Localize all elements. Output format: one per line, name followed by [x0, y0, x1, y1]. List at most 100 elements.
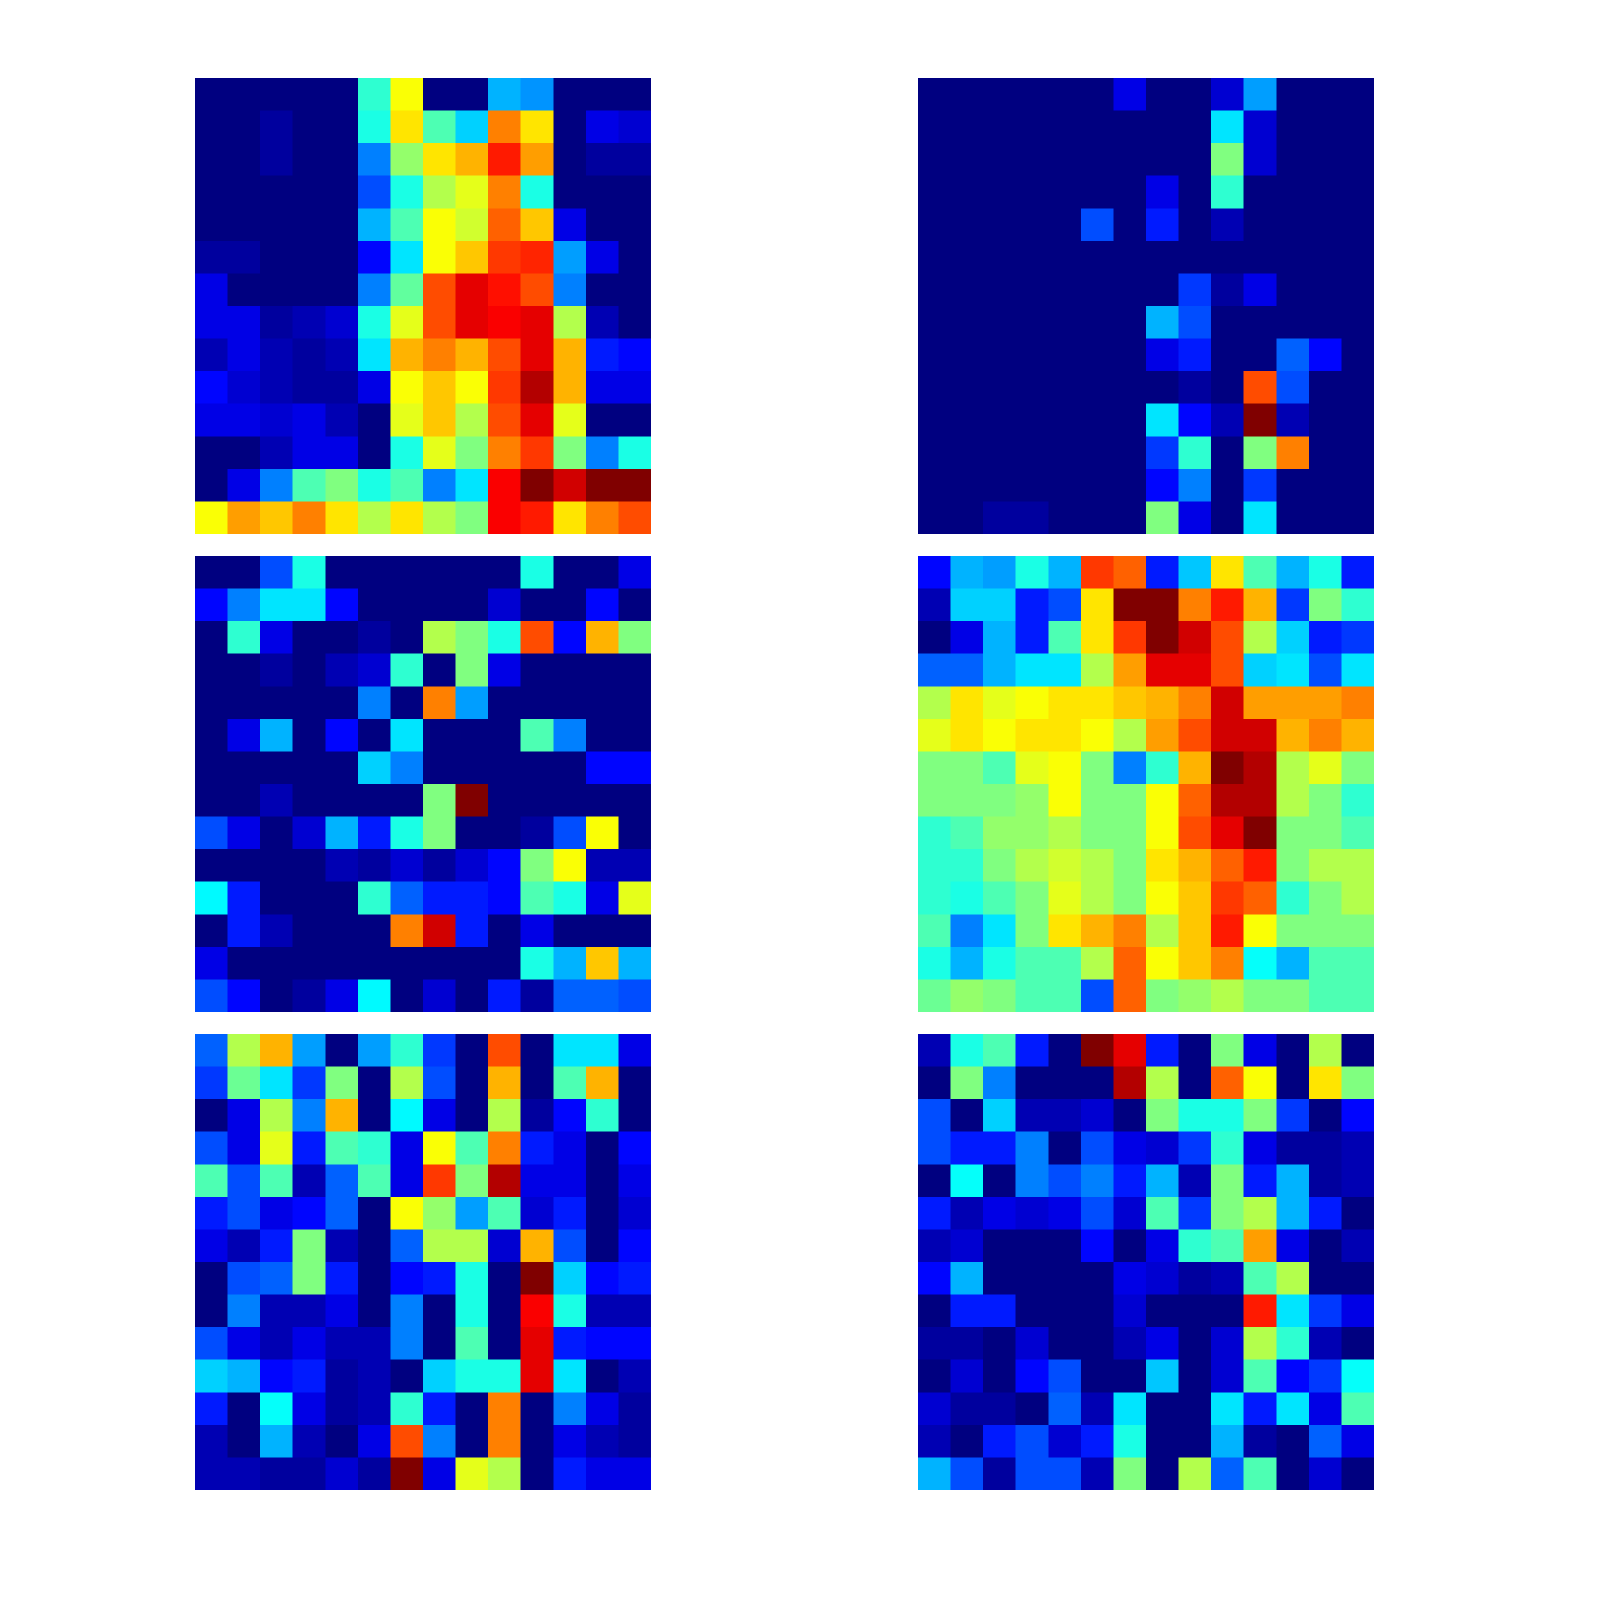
heatmap-cell [1341, 371, 1374, 405]
heatmap-cell [585, 751, 620, 785]
heatmap-cell [292, 306, 326, 340]
heatmap-cell [918, 1229, 952, 1263]
heatmap-cell [325, 621, 359, 655]
heatmap-cell [1080, 1294, 1115, 1328]
heatmap-cell [950, 718, 984, 753]
heatmap-cell [1211, 1457, 1245, 1490]
heatmap-cell [1015, 1392, 1049, 1426]
heatmap-cell [325, 556, 359, 590]
heatmap-cell [553, 588, 587, 622]
heatmap-cell [357, 110, 392, 144]
heatmap-cell [1308, 686, 1343, 720]
heatmap-cell [585, 816, 620, 850]
heatmap-cell [585, 1327, 620, 1361]
heatmap-cell [390, 946, 424, 981]
heatmap-cell [195, 718, 229, 753]
heatmap-cell [918, 501, 952, 534]
heatmap-cell [983, 371, 1017, 405]
heatmap-cell [983, 1327, 1017, 1361]
heatmap-cell [1211, 1099, 1245, 1133]
heatmap-cell [1113, 1066, 1147, 1100]
heatmap-cell [1048, 1066, 1082, 1100]
heatmap-cell [1113, 110, 1147, 144]
heatmap-cell [1178, 175, 1212, 209]
heatmap-cell [950, 78, 984, 112]
heatmap-cell [950, 240, 984, 275]
heatmap-cell [1113, 403, 1147, 437]
heatmap-cell [488, 946, 522, 981]
heatmap-cell [1243, 1294, 1277, 1328]
heatmap-cell [488, 1131, 522, 1165]
heatmap-cell [1048, 240, 1082, 275]
heatmap-cell [1146, 1327, 1180, 1361]
heatmap-cell [1243, 621, 1277, 655]
heatmap-cell [553, 78, 587, 112]
heatmap-cell [1048, 556, 1082, 590]
heatmap-cell [292, 436, 326, 470]
heatmap-cell [918, 1392, 952, 1426]
heatmap-cell [1211, 143, 1245, 177]
heatmap-cell [325, 751, 359, 785]
heatmap-cell [1243, 175, 1277, 209]
heatmap-cell [292, 175, 326, 209]
heatmap-cell [1015, 686, 1049, 720]
heatmap-cell [1146, 436, 1180, 470]
heatmap-cell [488, 468, 522, 503]
heatmap-cell [1341, 78, 1374, 112]
heatmap-cell [950, 208, 984, 242]
heatmap-cell [423, 208, 457, 242]
heatmap-cell [1146, 1294, 1180, 1328]
heatmap-cell [1080, 751, 1115, 785]
heatmap-cell [1113, 556, 1147, 590]
heatmap-cell [227, 143, 261, 177]
heatmap-cell [1178, 1131, 1212, 1165]
heatmap-cell [292, 240, 326, 275]
heatmap-cell [1080, 1196, 1115, 1231]
heatmap-cell [357, 436, 392, 470]
heatmap-cell [1341, 946, 1374, 981]
heatmap-cell [1015, 1294, 1049, 1328]
heatmap-cell [260, 175, 294, 209]
heatmap-cell [357, 881, 392, 915]
heatmap-cell [1341, 338, 1374, 372]
heatmap-cell [1048, 751, 1082, 785]
heatmap-cell [488, 1424, 522, 1459]
heatmap-cell [488, 501, 522, 534]
heatmap-cell [1015, 556, 1049, 590]
heatmap-cell [1146, 849, 1180, 883]
heatmap-cell [1211, 653, 1245, 687]
heatmap-cell [950, 371, 984, 405]
heatmap-cell [1211, 1164, 1245, 1198]
heatmap-cell [553, 1229, 587, 1263]
heatmap-cell [1211, 1131, 1245, 1165]
heatmap-cell [520, 686, 554, 720]
heatmap-cell [423, 1164, 457, 1198]
heatmap-cell [1080, 1457, 1115, 1490]
heatmap-cell [423, 588, 457, 622]
heatmap-cell [585, 110, 620, 144]
heatmap-cell [292, 1392, 326, 1426]
heatmap-cell [325, 784, 359, 818]
heatmap-cell [983, 143, 1017, 177]
heatmap-cell [423, 175, 457, 209]
heatmap-cell [553, 784, 587, 818]
heatmap-cell [1178, 1229, 1212, 1263]
heatmap-cell [520, 979, 554, 1012]
heatmap-cell [1113, 1327, 1147, 1361]
heatmap-cell [1113, 1131, 1147, 1165]
heatmap-cell [227, 556, 261, 590]
heatmap-cell [1243, 273, 1277, 307]
heatmap-cell [390, 1457, 424, 1490]
heatmap-cell [1341, 556, 1374, 590]
heatmap-cell [1015, 849, 1049, 883]
heatmap-cell [260, 653, 294, 687]
heatmap-cell [585, 175, 620, 209]
heatmap-cell [227, 621, 261, 655]
heatmap-cell [1211, 403, 1245, 437]
heatmap-cell [553, 1196, 587, 1231]
heatmap-cell [1243, 1327, 1277, 1361]
heatmap-cell [195, 208, 229, 242]
heatmap-cell [357, 816, 392, 850]
heatmap-cell [950, 621, 984, 655]
heatmap-cell [390, 436, 424, 470]
